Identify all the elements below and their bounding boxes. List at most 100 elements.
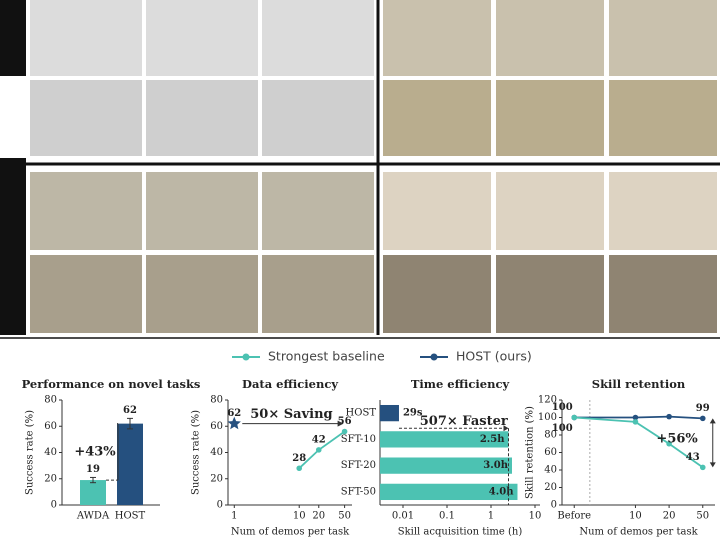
arrow-head (709, 462, 716, 468)
x-tick-label: 0.1 (439, 511, 455, 522)
x-tick-label: HOST (115, 511, 146, 522)
arrow-head (709, 418, 716, 424)
y-tick-label: 80 (544, 430, 557, 441)
marker (341, 428, 348, 435)
charts: Strongest baseline HOST (ours) Performance… (22, 349, 716, 538)
photo (609, 172, 717, 250)
x-tick-label: 1 (231, 511, 237, 522)
y-tick-label: 0 (551, 500, 557, 511)
x-axis-label: Skill acquisition time (h) (398, 527, 523, 538)
marker (296, 465, 303, 472)
marker (632, 419, 639, 425)
photo (262, 80, 374, 156)
bar (380, 483, 518, 501)
strip-gap (0, 76, 26, 158)
chart-title: Performance on novel tasks (22, 377, 201, 391)
chart: Skill retention Skill retention (%) Num of… (525, 377, 716, 538)
photo (609, 80, 717, 156)
y-tick-label: SFT-20 (341, 460, 376, 471)
chart: Time efficiency Skill acquisition time (h… (341, 377, 542, 538)
y-tick-label: 80 (210, 395, 223, 406)
chart: Data efficiency Success rate (%) Num of de… (191, 377, 352, 538)
data-label: 43 (686, 452, 700, 463)
y-axis-label: Success rate (%) (191, 410, 202, 495)
photo (30, 0, 142, 76)
x-tick-label: 0.01 (392, 511, 414, 522)
bar (380, 404, 399, 422)
chart-title: Skill retention (592, 377, 686, 391)
x-tick-label: 10 (529, 511, 542, 522)
data-label: 2.5h (480, 434, 505, 445)
photo (383, 255, 491, 333)
photo (262, 0, 374, 76)
x-axis-label: Num of demos per task (579, 527, 698, 538)
y-tick-label: 0 (51, 500, 57, 511)
bar (117, 423, 143, 505)
photo (146, 172, 258, 250)
y-tick-label: 60 (44, 421, 57, 432)
bar (380, 457, 512, 474)
x-tick-label: Before (557, 511, 591, 522)
y-tick-label: SFT-10 (341, 434, 376, 445)
y-tick-label: 80 (44, 395, 57, 406)
y-tick-label: 40 (544, 465, 557, 476)
annotation: 50× Saving (250, 407, 332, 422)
data-label: 42 (312, 434, 326, 445)
y-tick-label: 40 (44, 447, 57, 458)
photo (609, 255, 717, 333)
chart: Performance on novel tasks Success rate (… (22, 377, 201, 522)
y-tick-label: 20 (544, 482, 557, 493)
y-tick-label: 0 (217, 500, 223, 511)
y-axis-label: Skill retention (%) (525, 406, 536, 499)
x-tick-label: 10 (293, 511, 306, 522)
photo (146, 0, 258, 76)
data-label: 99 (696, 403, 710, 414)
bar (80, 480, 106, 505)
marker (666, 440, 672, 447)
arrow-head (337, 420, 344, 427)
photo (30, 80, 142, 156)
y-tick-label: 40 (210, 447, 223, 458)
marker (699, 464, 706, 471)
annotation: +56% (656, 431, 698, 446)
data-label: 19 (86, 464, 100, 475)
photo (30, 172, 142, 250)
x-tick-label: 20 (663, 511, 676, 522)
photo (609, 0, 717, 76)
photo (146, 80, 258, 156)
legend-marker (430, 353, 438, 361)
y-tick-label: 60 (544, 447, 557, 458)
y-tick-label: 60 (210, 421, 223, 432)
x-axis-label: Num of demos per task (231, 527, 350, 538)
photo (496, 80, 604, 156)
photo (146, 255, 258, 333)
x-tick-label: AWDA (76, 511, 110, 522)
y-tick-label: 20 (210, 473, 223, 484)
data-label: 4.0h (489, 486, 514, 497)
data-label: 29s (403, 408, 423, 419)
chart-title: Data efficiency (242, 377, 338, 391)
chart-title: Time efficiency (411, 377, 510, 391)
data-label: 100 (552, 402, 573, 413)
data-label: 100 (552, 423, 573, 434)
data-label: 56 (338, 416, 352, 427)
y-tick-label: 20 (44, 473, 57, 484)
photo (30, 255, 142, 333)
x-tick-label: 20 (312, 511, 325, 522)
annotation: +43% (74, 444, 116, 459)
photo (383, 172, 491, 250)
photo (262, 172, 374, 250)
star-marker (227, 416, 241, 430)
bar (380, 431, 509, 448)
y-tick-label: SFT-50 (341, 486, 376, 497)
photo (383, 80, 491, 156)
legend-label: Strongest baseline (268, 349, 385, 364)
annotation: 507× Faster (420, 414, 508, 429)
line (574, 415, 703, 420)
x-tick-label: 50 (338, 511, 351, 522)
photo-grid (0, 0, 720, 339)
y-tick-label: HOST (346, 408, 377, 419)
legend-marker (242, 353, 250, 361)
photo (383, 0, 491, 76)
